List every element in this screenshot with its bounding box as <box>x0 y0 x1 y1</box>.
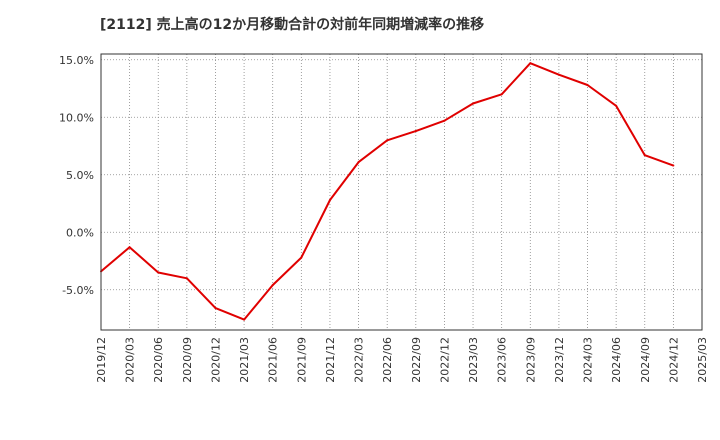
data-point <box>500 93 503 96</box>
data-point <box>672 164 675 167</box>
data-point <box>185 277 188 280</box>
data-point <box>357 161 360 164</box>
axes: 2019/12 2020/03 2020/06 2020/09 2020/12 2021/… <box>59 54 709 383</box>
data-point <box>157 271 160 274</box>
plot-area <box>101 54 702 330</box>
x-tick-label: 2022/09 <box>410 337 423 383</box>
x-tick-label: 2023/09 <box>524 337 537 383</box>
data-point <box>300 256 303 259</box>
x-tick-label: 2024/03 <box>582 337 595 383</box>
x-tick-label: 2019/12 <box>95 337 108 383</box>
data-point <box>586 84 589 87</box>
chart-title: [2112] 売上高の12か月移動合計の対前年同期増減率の推移 <box>100 17 485 33</box>
data-point <box>128 246 131 249</box>
x-tick-label: 2021/03 <box>238 337 251 383</box>
grid <box>101 54 702 330</box>
x-tick-label: 2024/12 <box>667 337 680 383</box>
x-tick-label: 2023/12 <box>553 337 566 383</box>
x-tick-label: 2021/12 <box>324 337 337 383</box>
x-tick-label: 2021/06 <box>267 337 280 383</box>
x-tick-label: 2025/03 <box>696 337 709 383</box>
x-tick-label: 2020/12 <box>209 337 222 383</box>
data-point <box>443 119 446 122</box>
x-tick-label: 2021/09 <box>295 337 308 383</box>
x-tick-label: 2020/06 <box>152 337 165 383</box>
data-point <box>386 139 389 142</box>
y-tick-label: -5.0% <box>62 284 94 297</box>
y-tick-label: 5.0% <box>66 169 94 182</box>
y-tick-label: 0.0% <box>66 226 94 239</box>
data-point <box>414 130 417 133</box>
data-point <box>557 73 560 76</box>
x-tick-label: 2023/03 <box>467 337 480 383</box>
data-point <box>615 104 618 107</box>
plot-border <box>100 53 703 331</box>
x-tick-label: 2024/06 <box>610 337 623 383</box>
series-layer <box>100 62 675 321</box>
data-point <box>643 154 646 157</box>
x-tick-label: 2020/03 <box>124 337 137 383</box>
data-point <box>271 284 274 287</box>
y-tick-label: 10.0% <box>59 111 94 124</box>
data-point <box>472 102 475 105</box>
data-point <box>328 199 331 202</box>
x-tick-label: 2022/06 <box>381 337 394 383</box>
x-tick-label: 2022/03 <box>353 337 366 383</box>
x-tick-label: 2023/06 <box>496 337 509 383</box>
data-point <box>243 318 246 321</box>
y-tick-label: 15.0% <box>59 54 94 67</box>
x-tick-label: 2024/09 <box>639 337 652 383</box>
x-tick-label: 2022/12 <box>438 337 451 383</box>
data-point <box>214 307 217 310</box>
data-point <box>529 62 532 65</box>
x-tick-label: 2020/09 <box>181 337 194 383</box>
